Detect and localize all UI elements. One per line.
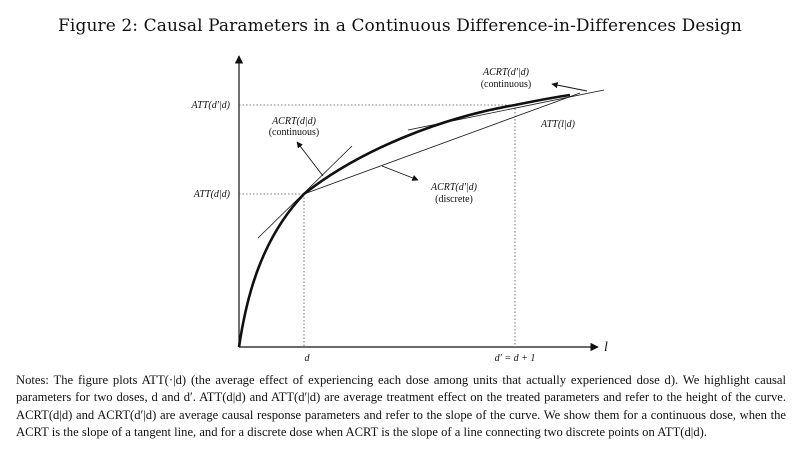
acrt-continuous-low-sublabel: (continuous) [269,127,320,138]
figure-notes: Notes: The figure plots ATT(·|d) (the av… [16,372,786,442]
arrow-acrt-discrete [381,165,419,181]
figure-diagram: ATT(d′|d) ATT(d|d) d d′ = d + 1 l ATT(l|… [191,55,608,364]
secant-line [303,92,581,195]
acrt-discrete-sublabel: (discrete) [435,194,473,205]
x-label-d: d [305,353,311,364]
figure-title: Figure 2: Causal Parameters in a Continu… [58,16,742,36]
acrt-continuous-low-label: ACRT(d|d) [271,116,317,127]
acrt-discrete-label: ACRT(d′|d) [430,182,478,193]
tangent-line-dprime [407,89,605,131]
tangent-line-d [257,145,353,239]
x-axis-variable: l [604,340,608,355]
y-label-att-dprime: ATT(d′|d) [191,100,231,111]
att-curve [237,93,571,348]
notes-text: Notes: The figure plots ATT(·|d) (the av… [16,373,786,440]
arrow-acrt-continuous-low [296,141,324,177]
acrt-continuous-high-sublabel: (continuous) [481,79,532,90]
y-label-att-d: ATT(d|d) [193,189,231,200]
x-label-dprime: d′ = d + 1 [495,353,536,364]
curve-label: ATT(l|d) [540,119,576,130]
arrow-acrt-continuous-high [551,82,588,92]
acrt-continuous-high-label: ACRT(d′|d) [482,67,530,78]
